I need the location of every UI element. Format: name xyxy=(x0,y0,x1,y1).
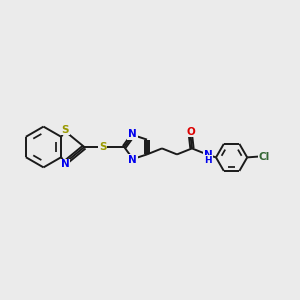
Text: Cl: Cl xyxy=(258,152,270,161)
Text: S: S xyxy=(61,124,69,135)
Text: N: N xyxy=(203,150,212,160)
Text: N: N xyxy=(61,159,69,170)
Text: O: O xyxy=(186,127,195,136)
Text: N: N xyxy=(128,129,137,139)
Text: N: N xyxy=(128,155,137,165)
Text: S: S xyxy=(99,142,107,152)
Text: H: H xyxy=(204,156,212,165)
